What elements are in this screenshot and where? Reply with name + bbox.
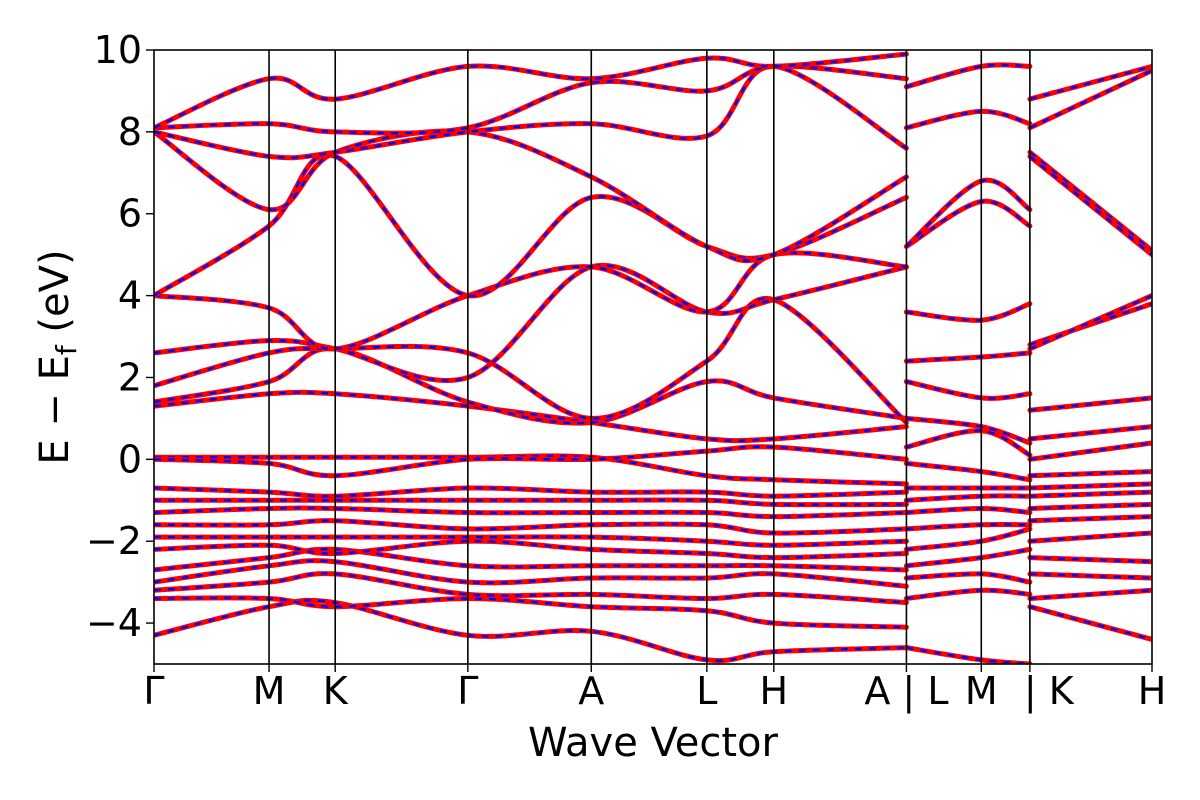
band-line-overlay-48: [1029, 503, 1152, 510]
band-line-overlay-60: [1029, 65, 1152, 101]
band-line-27: [903, 526, 1033, 552]
y-tick-label-1: −2: [86, 519, 142, 563]
x-tick-label-3: Γ: [457, 669, 478, 713]
band-line-16: [154, 262, 909, 384]
band-line-overlay-13: [154, 391, 907, 442]
band-line-overlay-51: [1029, 470, 1152, 477]
band-line-overlay-17: [154, 251, 907, 351]
plot-frame: [153, 49, 1153, 665]
band-line-57: [1027, 149, 1152, 254]
band-line-56: [1027, 293, 1152, 352]
x-tick-label-10: H: [1138, 669, 1167, 713]
band-line-12: [154, 444, 909, 479]
band-line-overlay-45: [1029, 556, 1152, 563]
y-tick-label-4: 4: [118, 274, 142, 318]
band-line-7: [154, 518, 909, 536]
y-axis: −4 −2 0 2 4 6 8 10: [86, 28, 154, 645]
x-tick-label-2: K: [323, 669, 349, 713]
band-line-overlay-50: [1029, 482, 1152, 490]
band-line-overlay-21: [154, 64, 907, 135]
band-line-overlay-22: [154, 52, 907, 129]
bands-layer: [154, 51, 1152, 664]
y-axis-title-main: E − E: [32, 355, 78, 465]
band-line-19: [154, 128, 909, 264]
y-tick-label-0: −4: [86, 601, 142, 645]
x-tick-label-7: A | L: [864, 669, 948, 714]
band-line-37: [903, 301, 1033, 323]
band-line-overlay-44: [1029, 572, 1152, 580]
x-tick-label-1: M: [253, 669, 286, 713]
y-tick-label-2: 0: [118, 437, 142, 481]
y-tick-label-3: 2: [118, 355, 142, 399]
band-line-overlay-41: [906, 63, 1030, 88]
y-axis-title: E − Ef (eV): [32, 249, 83, 464]
y-axis-title-unit: (eV): [32, 249, 78, 345]
y-tick-label-5: 6: [118, 192, 142, 236]
band-line-35: [903, 379, 1033, 401]
band-line-overlay-54: [1029, 396, 1152, 412]
x-tick-label-0: Γ: [143, 669, 164, 713]
band-line-17: [154, 250, 909, 352]
band-line-overlay-16: [154, 264, 907, 382]
x-tick-label-6: H: [760, 669, 789, 713]
x-axis-title: Wave Vector: [528, 720, 779, 766]
x-tick-label-5: L: [696, 669, 717, 713]
band-line-overlay-46: [1029, 531, 1152, 543]
band-line-59: [1027, 68, 1152, 131]
band-line-overlay-14: [154, 347, 907, 425]
x-tick-label-4: A: [578, 669, 604, 713]
x-tick-label-8: M: [965, 669, 998, 713]
band-line-overlay-3: [154, 559, 907, 588]
band-line-0: [154, 597, 909, 664]
band-line-40: [903, 108, 1033, 131]
band-line-overlay-52: [1029, 441, 1152, 461]
x-tick-label-9: | K: [1024, 669, 1075, 714]
band-line-38: [903, 198, 1033, 249]
y-axis-title-subscript: f: [50, 344, 83, 355]
y-tick-label-6: 8: [118, 110, 142, 154]
band-line-overlay-57: [1029, 151, 1152, 252]
band-line-overlay-43: [1029, 589, 1152, 600]
band-line-overlay-18: [154, 153, 907, 297]
band-line-overlay-53: [1029, 425, 1152, 441]
band-line-1: [154, 595, 909, 630]
band-line-overlay-47: [1029, 515, 1152, 522]
y-tick-label-7: 10: [94, 28, 142, 72]
band-line-overlay-42: [1029, 605, 1152, 641]
band-line-15: [154, 295, 909, 425]
band-line-41: [903, 62, 1033, 90]
band-line-58: [1027, 153, 1152, 258]
band-line-overlay-58: [1029, 155, 1152, 256]
band-line-overlay-49: [1029, 490, 1152, 498]
kpoint-lines: [268, 50, 1031, 664]
band-line-overlay-15: [154, 297, 908, 424]
